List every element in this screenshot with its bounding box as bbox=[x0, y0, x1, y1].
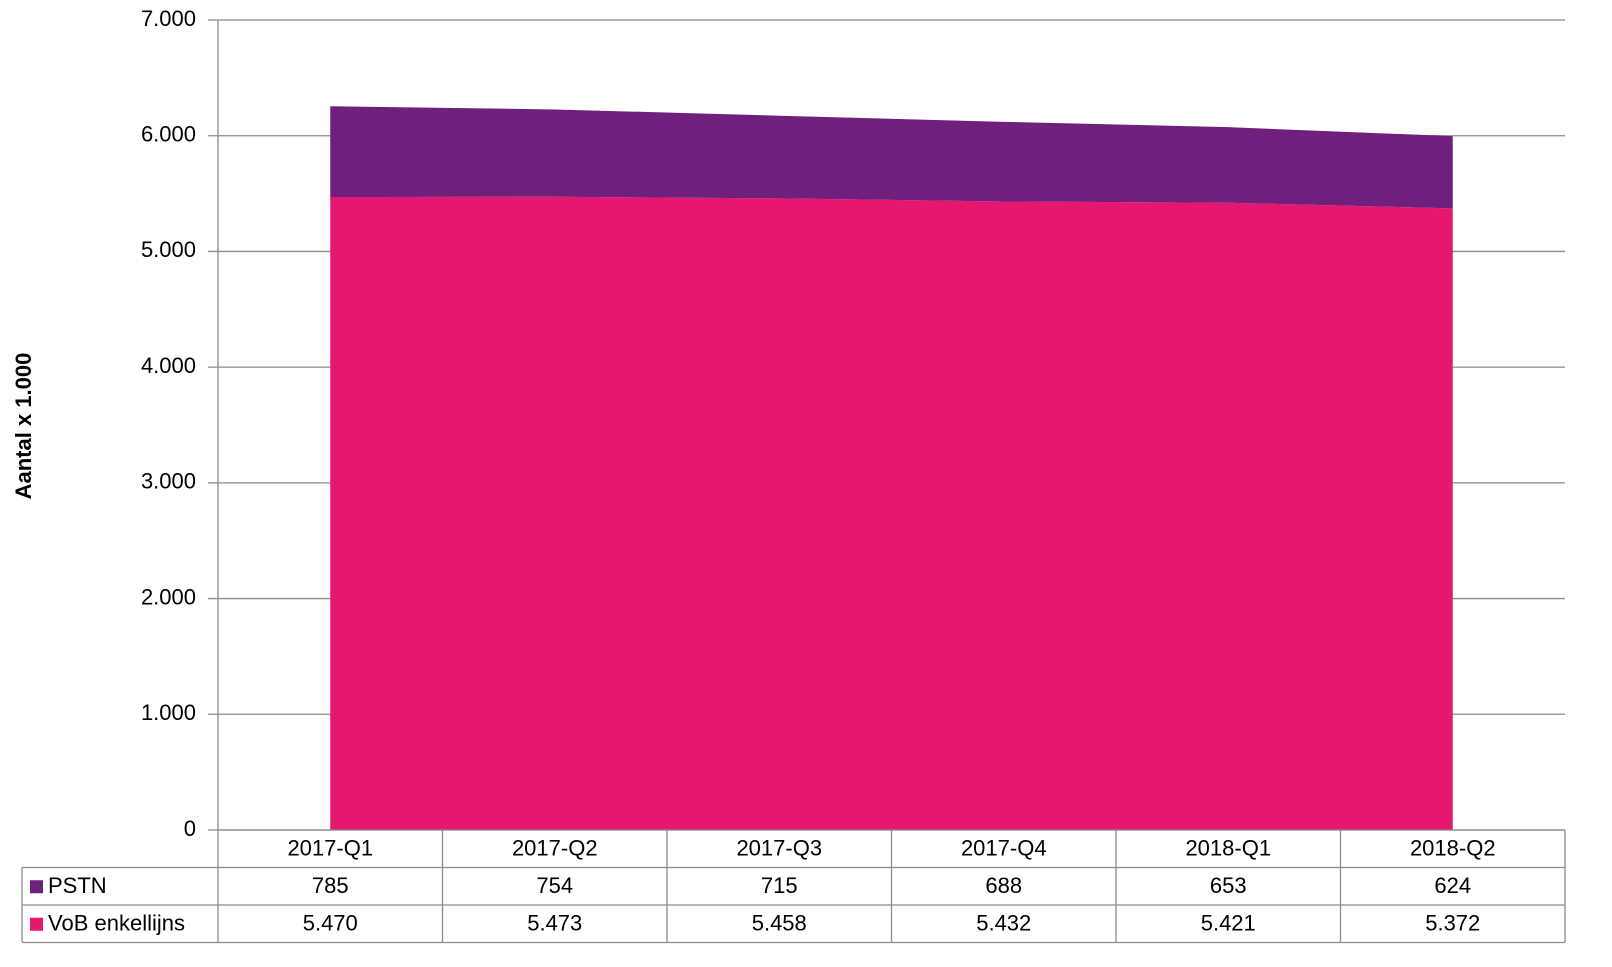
table-value: 785 bbox=[312, 873, 349, 898]
x-tick-label: 2018-Q1 bbox=[1185, 836, 1271, 861]
table-value: 5.473 bbox=[527, 911, 582, 936]
table-value: 5.458 bbox=[752, 911, 807, 936]
x-tick-label: 2017-Q4 bbox=[961, 836, 1047, 861]
table-value: 624 bbox=[1434, 873, 1471, 898]
y-tick-label: 0 bbox=[184, 816, 196, 841]
y-axis-label: Aantal x 1.000 bbox=[11, 353, 36, 500]
table-value: 5.372 bbox=[1425, 911, 1480, 936]
legend-swatch bbox=[30, 880, 43, 894]
table-value: 688 bbox=[985, 873, 1022, 898]
area bbox=[330, 106, 1453, 209]
table-value: 5.470 bbox=[303, 911, 358, 936]
y-tick-label: 4.000 bbox=[141, 353, 196, 378]
table-value: 5.421 bbox=[1201, 911, 1256, 936]
table-value: 754 bbox=[536, 873, 573, 898]
table-value: 653 bbox=[1210, 873, 1247, 898]
table-value: 715 bbox=[761, 873, 798, 898]
legend-label: VoB enkellijns bbox=[48, 911, 185, 936]
x-tick-label: 2017-Q2 bbox=[512, 836, 598, 861]
y-tick-label: 6.000 bbox=[141, 122, 196, 147]
x-tick-label: 2018-Q2 bbox=[1410, 836, 1496, 861]
table-value: 5.432 bbox=[976, 911, 1031, 936]
x-tick-label: 2017-Q1 bbox=[287, 836, 373, 861]
y-tick-label: 1.000 bbox=[141, 700, 196, 725]
y-tick-label: 2.000 bbox=[141, 584, 196, 609]
legend-label: PSTN bbox=[48, 873, 107, 898]
area bbox=[330, 196, 1453, 831]
x-tick-label: 2017-Q3 bbox=[736, 836, 822, 861]
y-tick-label: 7.000 bbox=[141, 6, 196, 31]
y-tick-label: 5.000 bbox=[141, 237, 196, 262]
legend-swatch bbox=[30, 917, 43, 931]
y-tick-label: 3.000 bbox=[141, 469, 196, 494]
